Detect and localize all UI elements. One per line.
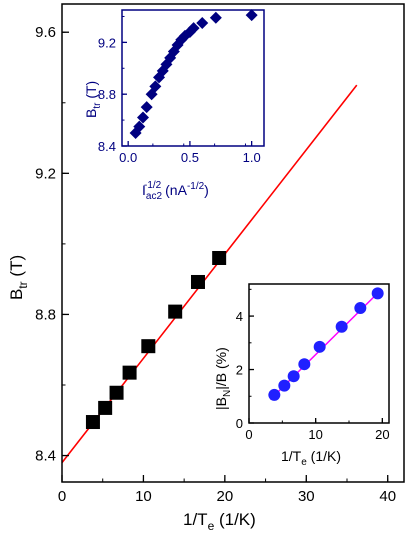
main-ytick-label: 9.6 <box>35 24 56 41</box>
inset-bottom-data-point <box>335 320 348 333</box>
main-chart: 0 10 20 30 408.48.89.29.61/Te (1/K)Btr (T) <box>7 3 405 533</box>
main-ytick-label: 9.2 <box>35 165 56 182</box>
main-data-point <box>109 385 124 400</box>
inset-bottom-background <box>249 284 389 423</box>
main-data-point <box>190 274 205 289</box>
inset-top-data-point <box>140 101 153 114</box>
main-frame <box>61 3 405 483</box>
inset-top-xtick-label: 0.0 <box>119 150 137 165</box>
main-y-axis-label: Btr (T) <box>7 255 30 300</box>
inset-bottom-xtick-label: 20 <box>375 427 389 442</box>
main-xtick-label: 40 <box>379 488 396 505</box>
inset-top-frame <box>121 9 265 147</box>
inset-bottom-frame <box>248 283 390 424</box>
inset-bottom-data-point <box>354 302 367 315</box>
inset-top-data-point <box>209 11 222 24</box>
inset-top-x-axis-label: Iac2-1/2 (nA-1/2) <box>142 180 209 202</box>
main-xtick-label: 10 <box>135 488 152 505</box>
inset-bottom-ytick-label: 2 <box>236 363 243 378</box>
main-data-point <box>212 250 227 265</box>
inset-top-ytick-label: 9.2 <box>98 35 116 50</box>
inset-bottom-xtick-label: 0 <box>245 427 252 442</box>
inset-bottom-y-axis-label: |BN|/B (%) <box>213 347 233 410</box>
main-data-point <box>141 339 156 354</box>
inset-bottom-chart: 0 10 20 0 2 4 1/Te (1/K) |BN|/B (%) <box>213 283 390 468</box>
inset-bottom-data-point <box>298 358 311 371</box>
inset-top-ytick-label: 8.4 <box>98 139 116 154</box>
main-data-point <box>168 304 183 319</box>
inset-top-y-axis-label: Btr (T) <box>83 81 103 118</box>
inset-top-data-point <box>245 9 258 22</box>
main-x-axis-label: 1/Te (1/K) <box>183 510 256 533</box>
inset-top-chart: 0.0 0.5 1.0 8.4 8.8 9.2 Iac2-1/2 (nA-1/2) Btr (… <box>83 9 265 202</box>
inset-top-data-point <box>149 80 162 93</box>
inset-top-data-point <box>196 16 209 29</box>
inset-bottom-ytick-label: 0 <box>236 416 243 431</box>
main-data-point <box>98 400 113 415</box>
main-xtick-label: 30 <box>298 488 315 505</box>
main-xtick-label: 0 <box>58 488 66 505</box>
inset-top-data-point <box>133 120 146 133</box>
inset-bottom-xtick-label: 10 <box>308 427 322 442</box>
inset-top-data-point <box>136 111 149 124</box>
main-data-point <box>85 415 100 430</box>
main-ytick-label: 8.4 <box>35 448 56 465</box>
inset-top-ytick-label: 8.8 <box>98 87 116 102</box>
main-xtick-label: 20 <box>217 488 234 505</box>
inset-bottom-data-point <box>268 388 281 401</box>
inset-bottom-data-point <box>313 340 326 353</box>
inset-top-xtick-label: 1.0 <box>243 150 261 165</box>
inset-bottom-data-point <box>371 287 384 300</box>
main-ytick-label: 8.8 <box>35 306 56 323</box>
inset-top-data-point <box>187 22 200 35</box>
inset-bottom-ytick-label: 4 <box>236 309 243 324</box>
inset-bottom-x-axis-label: 1/Te (1/K) <box>281 448 341 468</box>
inset-top-xtick-label: 0.5 <box>181 150 199 165</box>
inset-bottom-data-point <box>287 370 300 383</box>
main-data-point <box>122 365 137 380</box>
inset-bottom-data-point <box>278 379 291 392</box>
